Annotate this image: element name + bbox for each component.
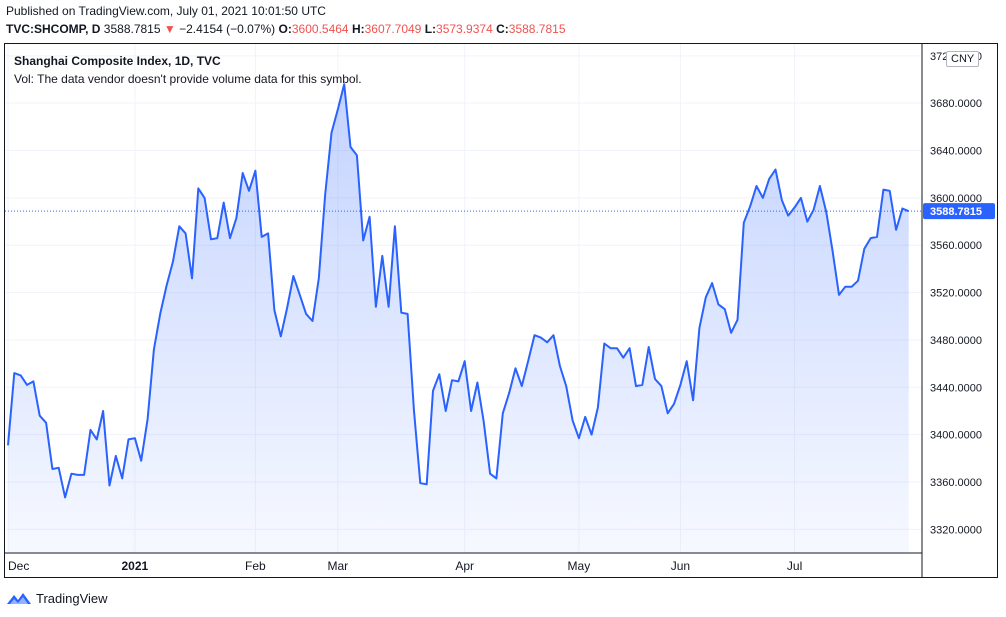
x-tick-label: May xyxy=(568,559,591,573)
symbol-ohlc-bar: TVC:SHCOMP, D 3588.7815 ▼ −2.4154 (−0.07… xyxy=(6,22,566,36)
y-tick-label: 3320.0000 xyxy=(930,524,982,536)
currency-badge[interactable]: CNY xyxy=(946,51,980,67)
chart-frame xyxy=(4,43,998,578)
x-tick-label: Mar xyxy=(328,559,349,573)
low-value: 3573.9374 xyxy=(436,22,493,36)
symbol-name: TVC:SHCOMP, D xyxy=(6,22,101,36)
x-tick-label: Jul xyxy=(787,559,802,573)
y-tick-label: 3640.0000 xyxy=(930,146,982,158)
open-value: 3600.5464 xyxy=(291,22,349,36)
y-tick-label: 3600.0000 xyxy=(930,193,982,205)
high-value: 3607.7049 xyxy=(364,22,422,36)
x-tick-label: 2021 xyxy=(122,559,149,573)
time-axis[interactable]: Dec 2021 Feb Mar Apr May Jun Jul xyxy=(8,559,802,573)
last-price-label: 3588.7815 xyxy=(930,206,982,218)
low-label: L: xyxy=(424,22,437,36)
x-tick-label: Dec xyxy=(8,559,29,573)
high-label: H: xyxy=(351,22,365,36)
y-tick-label: 3520.0000 xyxy=(930,288,982,300)
last-price: 3588.7815 xyxy=(103,22,161,36)
open-label: O: xyxy=(278,22,292,36)
volume-note: Vol: The data vendor doesn't provide vol… xyxy=(14,72,362,86)
x-tick-label: Feb xyxy=(245,559,266,573)
price-line xyxy=(7,83,910,499)
legend-title: Shanghai Composite Index, 1D, TVC xyxy=(14,54,221,68)
brand-name: TradingView xyxy=(36,590,108,606)
y-tick-label: 3560.0000 xyxy=(930,240,982,252)
published-info: Published on TradingView.com, July 01, 2… xyxy=(6,4,326,18)
y-tick-label: 3400.0000 xyxy=(930,430,982,442)
y-tick-label: 3480.0000 xyxy=(930,335,982,347)
chart-legend: Shanghai Composite Index, 1D, TVC Vol: T… xyxy=(14,52,362,88)
close-label: C: xyxy=(496,22,509,36)
y-tick-label: 3440.0000 xyxy=(930,382,982,394)
triangle-down-icon: ▼ xyxy=(163,22,176,36)
x-tick-label: Jun xyxy=(671,559,690,573)
last-price-marker: 3588.7815 xyxy=(5,203,995,220)
price-change: −2.4154 (−0.07%) xyxy=(179,22,276,36)
last-price-tag xyxy=(923,203,995,220)
price-axis[interactable]: 3320.0000 3360.0000 3400.0000 3440.0000 3480… xyxy=(930,51,982,536)
area-fill xyxy=(8,84,909,553)
tradingview-logo-icon xyxy=(7,593,31,604)
y-tick-label: 3680.0000 xyxy=(930,98,982,110)
y-tick-label: 3360.0000 xyxy=(930,477,982,489)
tradingview-brand[interactable]: TradingView xyxy=(6,590,108,606)
close-value: 3588.7815 xyxy=(508,22,566,36)
price-series xyxy=(7,83,910,553)
x-tick-label: Apr xyxy=(455,559,474,573)
